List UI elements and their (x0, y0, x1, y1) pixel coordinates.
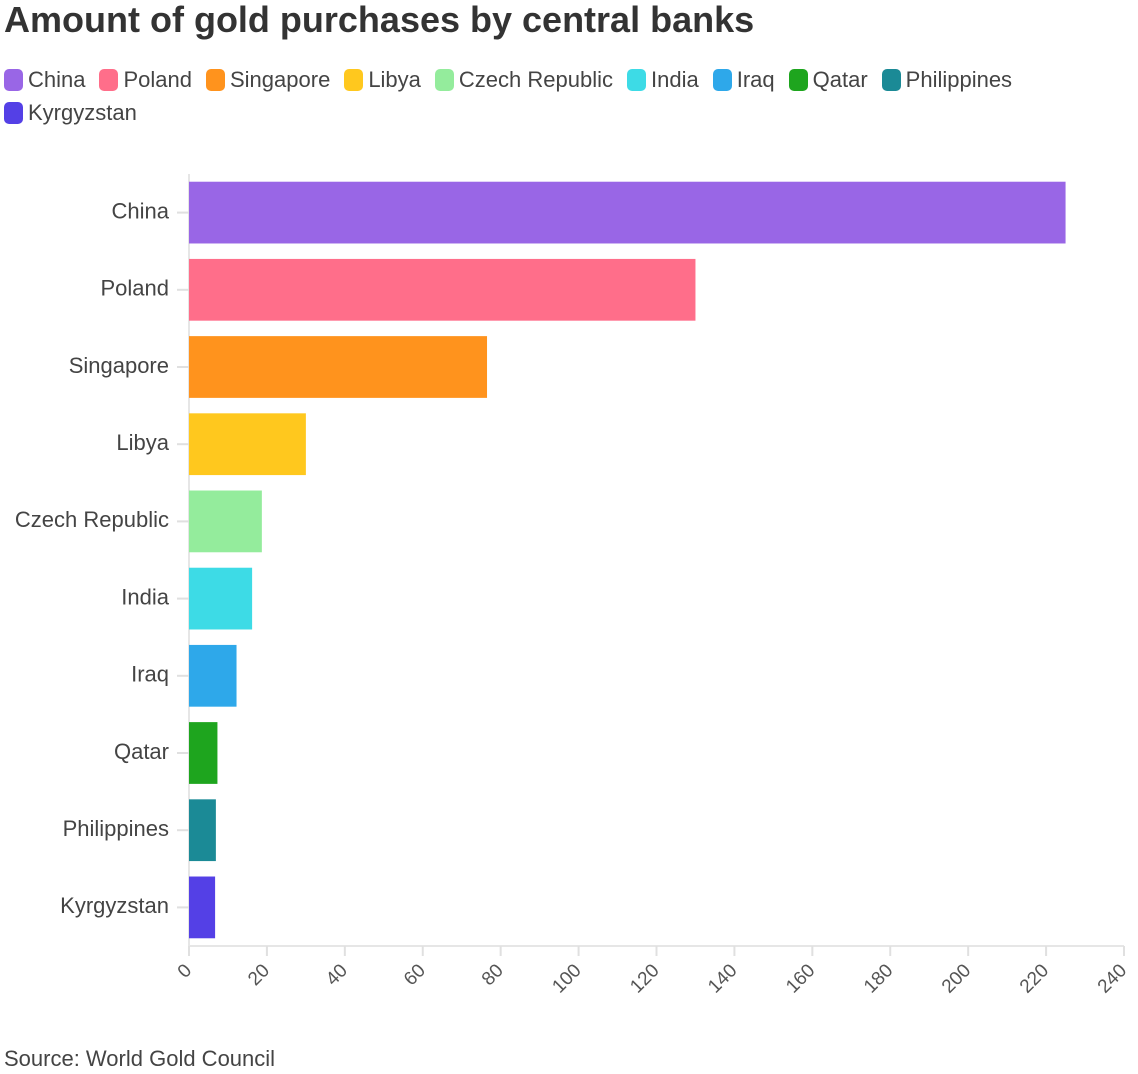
legend-swatch (788, 69, 808, 91)
legend-label: Libya (368, 67, 421, 92)
category-label-philippines: Philippines (63, 816, 169, 841)
legend-swatch (626, 69, 646, 91)
legend-item-india[interactable]: India (626, 67, 699, 93)
legend-label: Philippines (905, 67, 1013, 92)
x-tick-label: 180 (860, 960, 897, 997)
legend-item-kyrgyzstan[interactable]: Kyrgyzstan (4, 100, 137, 126)
x-tick-label: 60 (400, 960, 430, 990)
category-label-singapore: Singapore (69, 353, 169, 378)
x-tick-label: 240 (1094, 960, 1131, 997)
x-tick-label: 20 (244, 960, 274, 990)
legend-swatch (206, 69, 225, 91)
x-tick-label: 40 (322, 960, 352, 990)
bar-singapore (189, 336, 488, 398)
bar-chart: China Poland Singapore Libya Czech Republic I… (15, 174, 1131, 997)
bar-iraq (189, 644, 237, 707)
bar-kyrgyzstan (189, 876, 216, 939)
legend-label: Iraq (736, 67, 775, 92)
legend-label: Qatar (812, 67, 868, 92)
legend-swatch (4, 102, 23, 124)
legend-swatch (4, 69, 23, 91)
legend-swatch (434, 69, 454, 91)
legend-item-philippines[interactable]: Philippines (881, 67, 1013, 93)
legend-label: Kyrgyzstan (28, 100, 137, 125)
legend-swatch (712, 69, 732, 91)
bar-india (189, 567, 253, 630)
x-tick-label: 160 (782, 960, 819, 997)
legend-item-qatar[interactable]: Qatar (788, 67, 868, 93)
legend-label: Singapore (230, 67, 331, 92)
legend-swatch (344, 69, 364, 91)
x-tick-label: 140 (704, 960, 741, 997)
category-label-iraq: Iraq (131, 662, 169, 687)
x-tick-label: 0 (174, 960, 196, 982)
legend-swatch (881, 69, 901, 91)
bar-poland (189, 258, 696, 321)
category-label-libya: Libya (116, 430, 169, 455)
legend-item-libya[interactable]: Libya (344, 67, 421, 93)
legend-item-singapore[interactable]: Singapore (206, 67, 330, 93)
category-label-india: India (121, 584, 169, 609)
x-tick-label: 80 (478, 960, 508, 990)
x-tick-label: 220 (1016, 960, 1053, 997)
chart-legend: China Poland Singapore Libya Czech Republic I… (4, 67, 1124, 126)
legend-item-czech-republic[interactable]: Czech Republic (434, 67, 613, 93)
category-label-czech-republic: Czech Republic (15, 507, 169, 532)
source-note: Source: World Gold Council (4, 1046, 276, 1071)
legend-swatch (99, 69, 119, 91)
x-tick-label: 120 (626, 960, 663, 997)
bar-libya (189, 413, 306, 476)
legend-item-china[interactable]: China (4, 67, 85, 93)
legend-label: Poland (123, 67, 192, 92)
x-tick-label: 100 (548, 960, 585, 997)
category-label-kyrgyzstan: Kyrgyzstan (60, 893, 169, 918)
legend-item-iraq[interactable]: Iraq (712, 67, 775, 93)
x-tick-label: 200 (938, 960, 975, 997)
bar-qatar (189, 722, 218, 784)
legend-label: Czech Republic (458, 67, 613, 92)
category-label-china: China (112, 198, 170, 223)
legend-item-poland[interactable]: Poland (99, 67, 192, 93)
bar-philippines (189, 799, 216, 862)
chart-title: Amount of gold purchases by central bank… (4, 0, 755, 40)
bar-czech-republic (189, 490, 262, 553)
legend-label: India (650, 67, 699, 92)
legend-label: China (28, 67, 86, 92)
bar-china (189, 181, 1066, 244)
category-label-qatar: Qatar (114, 739, 169, 764)
category-label-poland: Poland (100, 276, 169, 301)
